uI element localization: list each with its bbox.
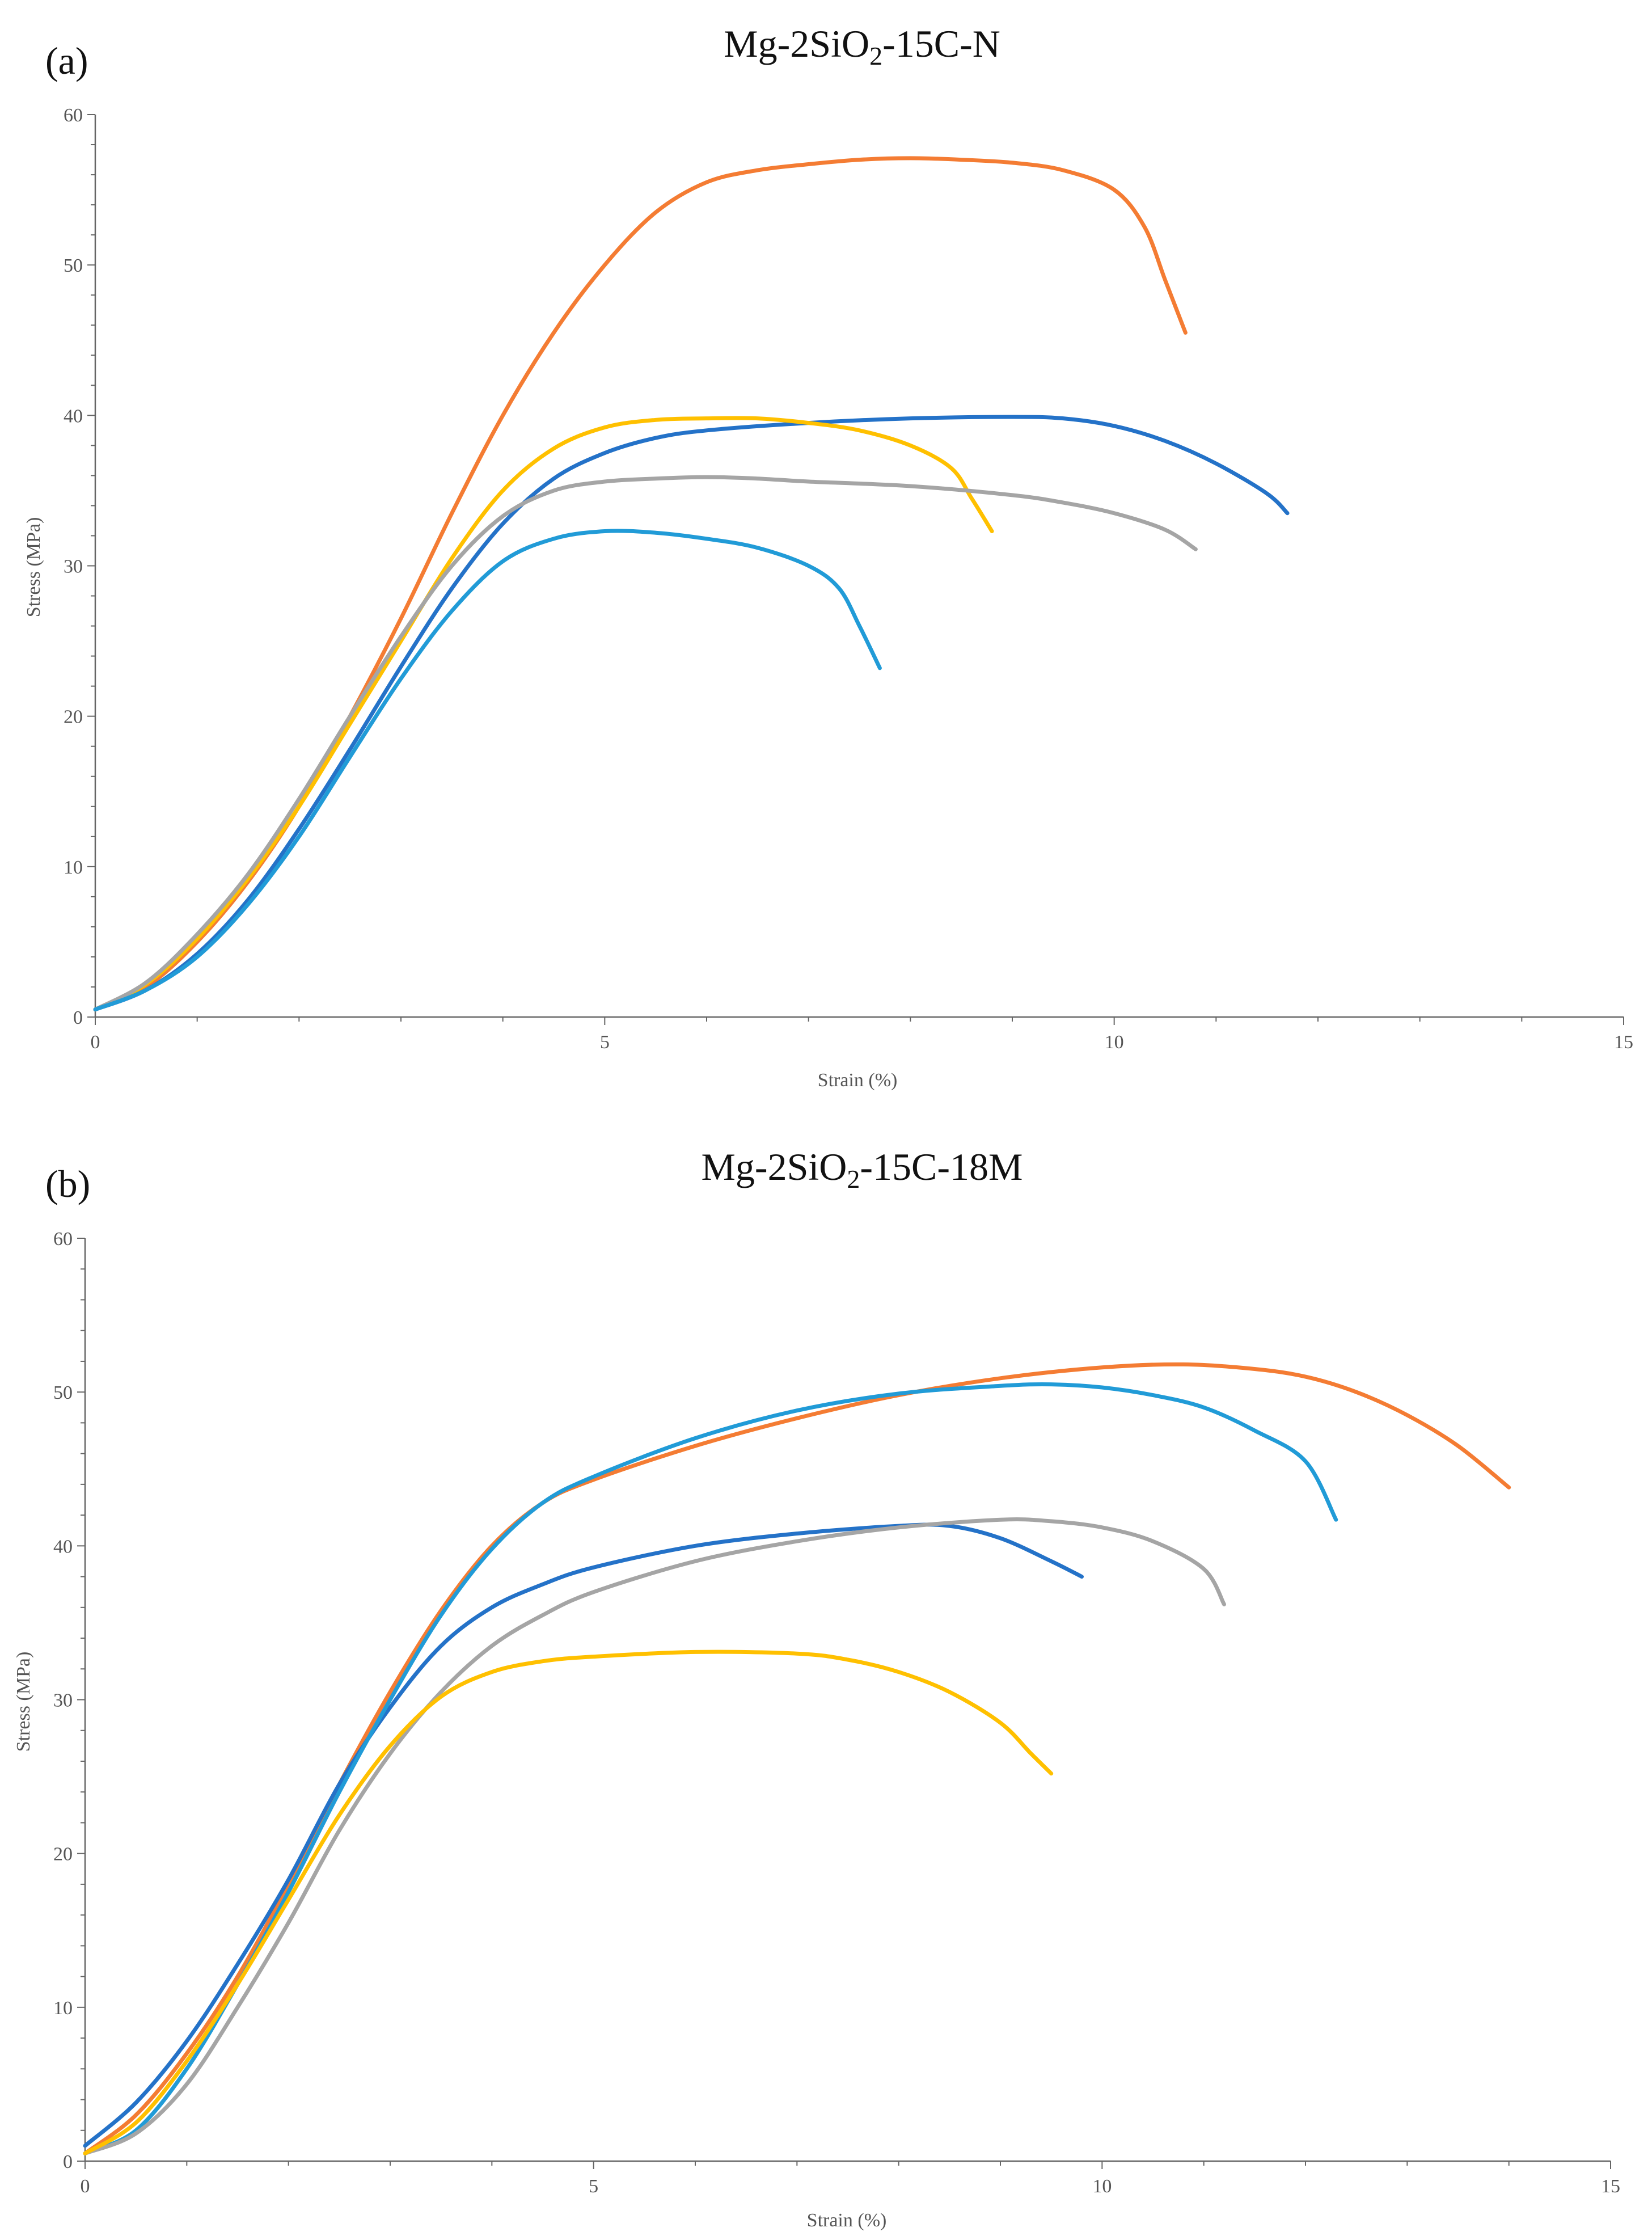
chart-title-a: Mg-2SiO2-15C-N [724,22,1000,70]
series-yellow-line-a [93,416,994,1012]
series-orange-line-a [93,156,1188,1012]
y-tick-label-a: 20 [64,707,83,728]
axes-b: 0 10 20 30 40 50 60 0 5 10 15 [53,1229,1620,2197]
y-tick-label-a: 40 [64,406,83,427]
y-tick-label-b: 60 [53,1229,73,1250]
x-tick-label-a: 15 [1614,1032,1633,1053]
x-tick-label-a: 0 [91,1032,100,1053]
y-tick-label-b: 20 [53,1844,73,1865]
series-blue-line-b [83,1522,1084,2148]
series-light-blue-line-b [83,1382,1338,2155]
series-blue-line-a [93,415,1290,1012]
series-gray-line-a [93,475,1198,1012]
chart-title-b: Mg-2SiO2-15C-18M [701,1145,1023,1193]
y-tick-label-b: 10 [53,1998,73,2019]
y-tick-label-a: 60 [64,105,83,126]
x-tick-label-b: 0 [81,2176,90,2197]
y-tick-label-b: 40 [53,1536,73,1557]
x-tick-label-b: 5 [589,2176,598,2197]
y-tick-label-b: 50 [53,1382,73,1403]
panel-label-a: (a) [45,39,88,82]
y-tick-label-b: 30 [53,1690,73,1711]
panel-label-b: (b) [45,1162,90,1205]
x-tick-label-b: 15 [1601,2176,1620,2197]
series-group-a [93,156,1290,1012]
y-tick-label-a: 50 [64,255,83,276]
y-tick-label-b: 0 [63,2151,73,2172]
x-axis-label-a: Strain (%) [818,1070,898,1091]
y-tick-label-a: 0 [73,1007,83,1028]
chart-panel-a: (a) Mg-2SiO2-15C-N 0 10 20 30 40 50 60 0 5 10 15 S… [23,22,1633,1091]
series-light-blue-line-a [93,529,882,1012]
chart-panel-b: (b) Mg-2SiO2-15C-18M 0 10 20 30 40 50 60 0 5 10 15… [13,1145,1620,2231]
x-tick-label-a: 10 [1105,1032,1124,1053]
axes-a: 0 10 20 30 40 50 60 0 5 10 15 [64,105,1633,1053]
series-orange-line-b [83,1362,1511,2155]
y-tick-label-a: 30 [64,556,83,577]
x-axis-label-b: Strain (%) [807,2210,887,2231]
x-tick-label-b: 10 [1092,2176,1112,2197]
series-yellow-line-b [83,1649,1054,2155]
series-group-b [83,1362,1511,2155]
y-tick-label-a: 10 [64,857,83,878]
y-axis-label-b: Stress (MPa) [13,1652,34,1752]
series-gray-line-b [83,1517,1226,2155]
y-axis-label-a: Stress (MPa) [23,517,44,618]
x-tick-label-a: 5 [600,1032,610,1053]
